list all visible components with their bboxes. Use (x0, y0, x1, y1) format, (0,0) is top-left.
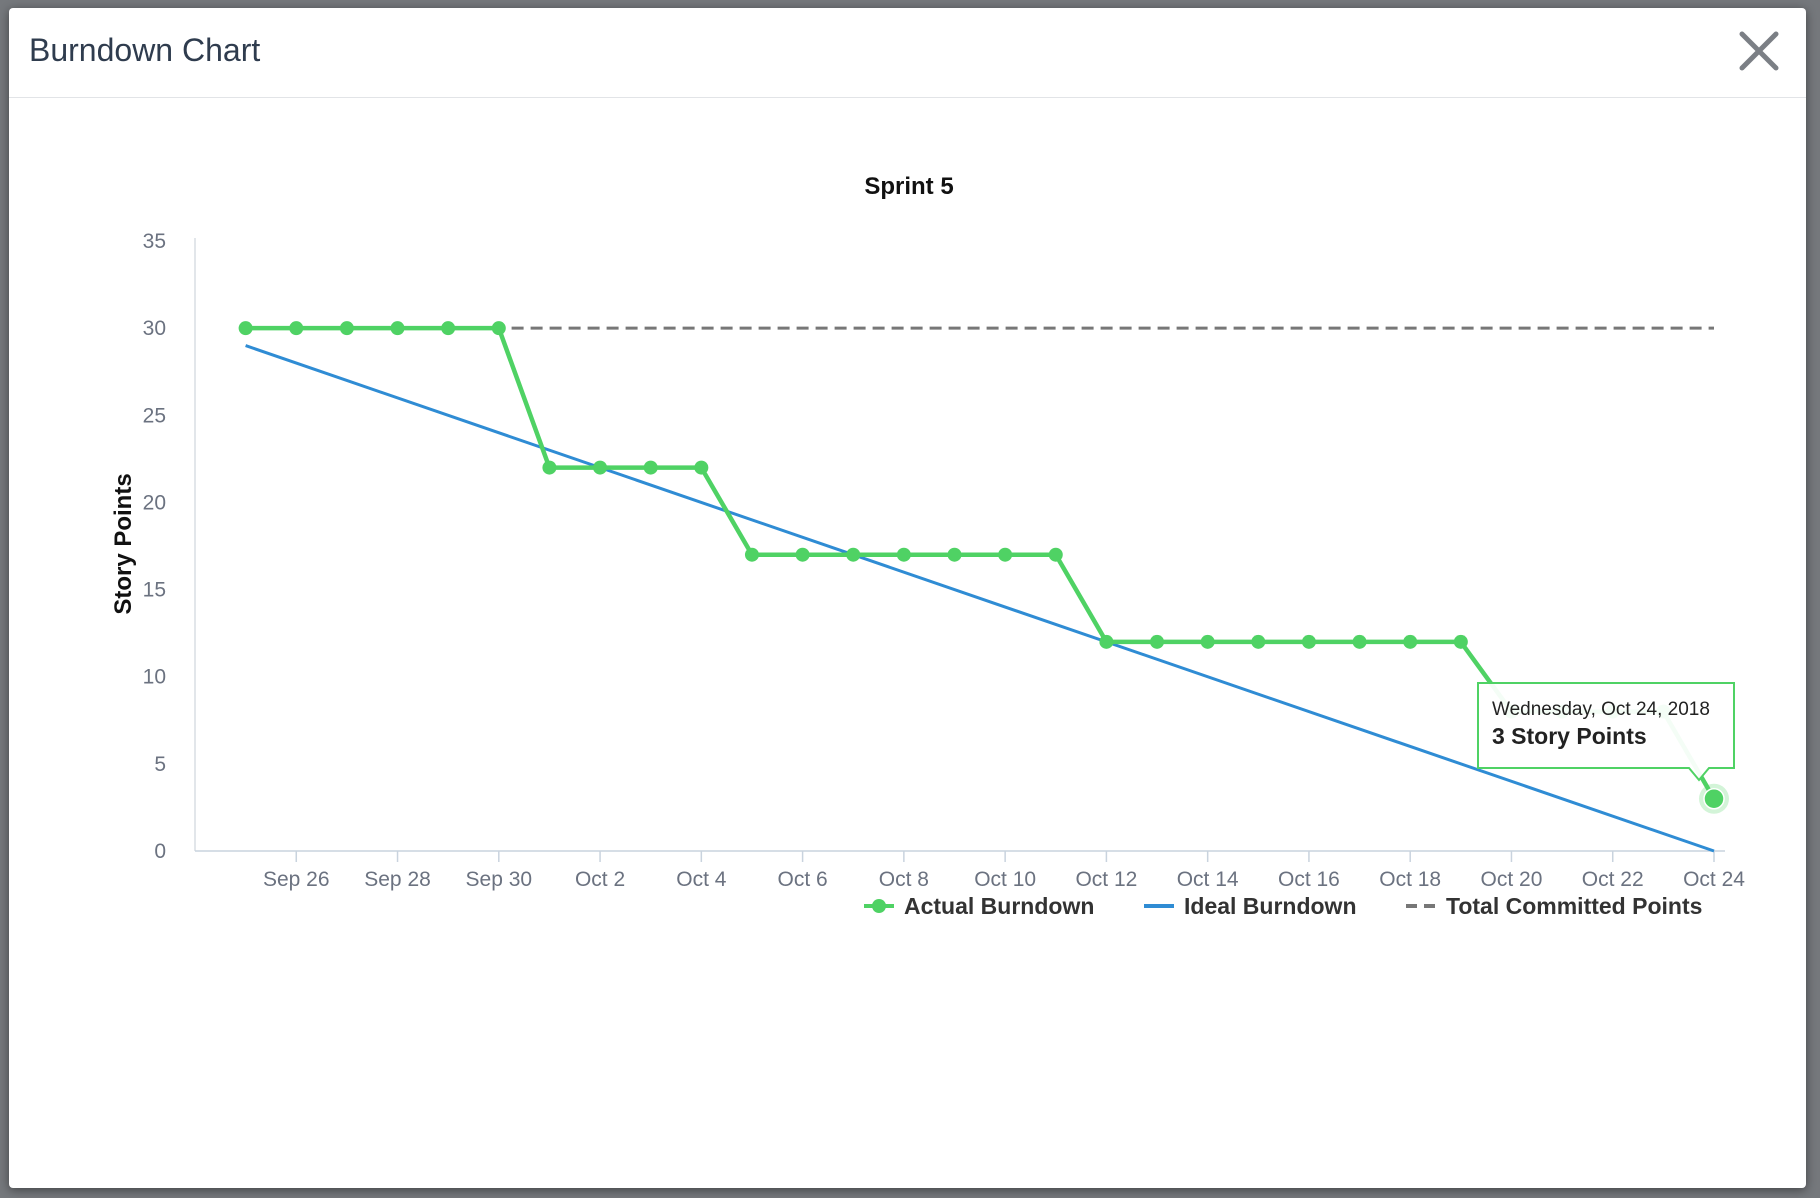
x-tick-label: Sep 30 (466, 868, 533, 891)
x-tick-label: Sep 28 (364, 868, 431, 891)
actual-point (491, 321, 506, 336)
x-tick-label: Oct 22 (1582, 868, 1644, 891)
actual-point (846, 547, 861, 562)
y-tick-label: 20 (143, 491, 166, 514)
y-tick-label: 35 (143, 230, 166, 253)
y-tick-label: 0 (154, 840, 166, 863)
actual-point (238, 321, 253, 336)
y-tick-label: 15 (143, 579, 166, 602)
x-tick-label: Sep 26 (263, 868, 330, 891)
x-tick-label: Oct 20 (1481, 868, 1543, 891)
close-icon (1739, 31, 1779, 71)
actual-point (441, 321, 456, 336)
actual-point (998, 547, 1013, 562)
actual-point (1200, 634, 1215, 649)
x-tick-label: Oct 8 (879, 868, 929, 891)
chart-title: Sprint 5 (864, 173, 953, 200)
actual-point (1048, 547, 1063, 562)
modal-header: Burndown Chart (9, 8, 1806, 98)
y-tick-label: 30 (143, 317, 166, 340)
x-axis-ticks: Sep 26 Sep 28 Sep 30 Oct 2 Oct 4 Oct 6 Oct 8 Oc… (263, 851, 1745, 891)
legend-item: Actual Burndown (864, 893, 1094, 919)
legend-item: Total Committed Points (1406, 893, 1702, 919)
actual-point (694, 460, 709, 475)
x-tick-label: Oct 24 (1683, 868, 1745, 891)
x-tick-label: Oct 14 (1177, 868, 1239, 891)
actual-point (896, 547, 911, 562)
legend-label: Actual Burndown (904, 893, 1094, 919)
actual-point (542, 460, 557, 475)
x-tick-label: Oct 18 (1379, 868, 1441, 891)
x-tick-label: Oct 10 (974, 868, 1036, 891)
actual-point (1703, 787, 1725, 810)
tooltip-date: Wednesday, Oct 24, 2018 (1492, 699, 1710, 720)
actual-point (795, 547, 810, 562)
chart-area: Sprint 5 Story Points 0 5 10 15 20 25 30 35 Sep… (9, 98, 1806, 1188)
modal-title: Burndown Chart (29, 32, 261, 68)
burndown-chart: Sprint 5 Story Points 0 5 10 15 20 25 30 35 Sep… (110, 173, 1745, 919)
actual-point (1150, 634, 1165, 649)
y-axis-label: Story Points (110, 473, 137, 614)
y-axis-ticks: 0 5 10 15 20 25 30 35 (143, 230, 166, 863)
x-tick-label: Oct 12 (1075, 868, 1137, 891)
chart-axes (194, 238, 1725, 852)
burndown-modal: Burndown Chart Sprint 5 Story Points 0 5 1… (9, 8, 1806, 1188)
x-tick-label: Oct 2 (575, 868, 625, 891)
series-layer (238, 321, 1729, 853)
actual-point (1352, 634, 1367, 649)
x-tick-label: Oct 16 (1278, 868, 1340, 891)
legend-label: Total Committed Points (1446, 893, 1702, 919)
y-tick-label: 25 (143, 404, 166, 427)
legend-item: Ideal Burndown (1144, 893, 1357, 919)
x-tick-label: Oct 4 (676, 868, 727, 891)
actual-point (947, 547, 962, 562)
chart-legend: Actual Burndown Ideal Burndown Total Commi… (864, 893, 1702, 919)
close-button[interactable] (1734, 26, 1784, 76)
actual-point (289, 321, 304, 336)
ideal-burndown-line (245, 344, 1715, 853)
x-tick-label: Oct 6 (778, 868, 828, 891)
legend-swatch-marker (872, 899, 886, 913)
y-tick-label: 5 (154, 753, 166, 776)
actual-point (1301, 634, 1316, 649)
tooltip: Wednesday, Oct 24, 2018 3 Story Points (1477, 682, 1735, 782)
actual-point (744, 547, 759, 562)
actual-point (1099, 634, 1114, 649)
actual-point (1453, 634, 1468, 649)
legend-label: Ideal Burndown (1184, 893, 1357, 919)
actual-point (643, 460, 658, 475)
actual-point (390, 321, 405, 336)
tooltip-box (1477, 682, 1735, 782)
actual-point (1251, 634, 1266, 649)
actual-burndown-line (245, 325, 1716, 800)
tooltip-value: 3 Story Points (1492, 723, 1647, 749)
y-tick-label: 10 (143, 666, 166, 689)
actual-point (339, 321, 354, 336)
actual-point (1403, 634, 1418, 649)
actual-point (593, 460, 608, 475)
